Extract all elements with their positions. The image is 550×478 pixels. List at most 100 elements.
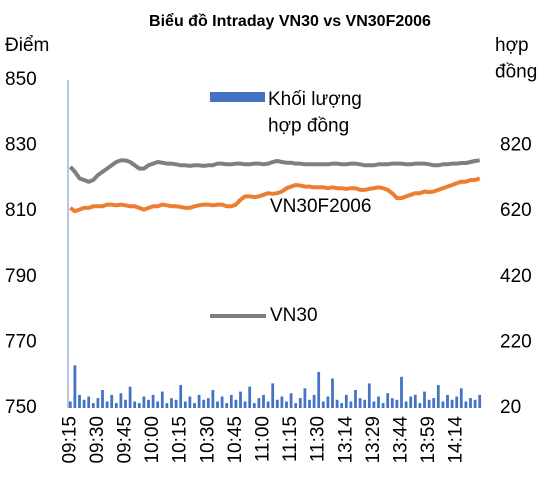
volume-bar	[68, 401, 72, 408]
volume-bar	[211, 389, 215, 408]
volume-bar	[331, 378, 334, 408]
y-axis-label: Điểm	[5, 35, 49, 56]
x-tick-label: 10:45	[225, 416, 246, 464]
x-tick-label: 10:00	[142, 416, 163, 464]
volume-bar	[321, 401, 325, 408]
volume-bar	[317, 371, 321, 408]
volume-bar	[243, 401, 247, 408]
volume-bar	[91, 403, 95, 408]
volume-bar	[386, 393, 390, 408]
volume-bar	[303, 388, 307, 408]
volume-bar	[280, 396, 284, 408]
x-tick-label: 14:14	[446, 416, 467, 464]
volume-bar	[381, 403, 385, 408]
volume-bar	[197, 394, 201, 408]
volume-bar	[114, 403, 118, 408]
y-tick-label: 850	[5, 69, 37, 90]
volume-bar	[124, 399, 127, 408]
volume-bar	[110, 394, 114, 408]
volume-bar	[312, 394, 316, 408]
x-tick-label: 11:00	[253, 416, 274, 462]
y-tick-label: 810	[5, 200, 37, 221]
x-tick-label: 10:15	[170, 416, 191, 464]
volume-bar	[377, 396, 380, 408]
volume-bar	[335, 399, 339, 408]
volume-bar	[446, 394, 449, 408]
y-tick-label: 830	[5, 135, 37, 156]
volume-bar	[395, 399, 399, 408]
volume-bar	[275, 399, 279, 408]
x-tick-label: 10:30	[197, 416, 218, 464]
volume-bar	[358, 398, 362, 408]
volume-bar	[340, 403, 344, 408]
volume-bar	[400, 376, 403, 408]
volume-bar	[174, 399, 178, 408]
volume-bar	[372, 401, 376, 408]
x-tick-label: 13:44	[391, 416, 412, 464]
volume-bar	[252, 403, 256, 408]
volume-bar	[225, 403, 229, 408]
volume-bar	[294, 403, 298, 408]
x-tick-label: 13:29	[363, 416, 384, 464]
x-tick-label: 09:15	[59, 416, 80, 464]
legend-swatch	[210, 92, 265, 102]
y2-axis-label: hợp đồng	[495, 35, 537, 83]
volume-bar	[183, 401, 187, 408]
volume-bar	[133, 401, 137, 408]
volume-bar	[326, 396, 330, 408]
x-tick-label: 09:30	[87, 416, 108, 464]
volume-bar	[78, 394, 81, 408]
y2-tick-label: 820	[500, 135, 532, 156]
volume-bar	[308, 399, 311, 408]
volume-bar	[289, 393, 293, 408]
volume-bar	[271, 383, 275, 408]
volume-bar	[96, 398, 100, 408]
y2-tick-label: 620	[500, 200, 532, 221]
y2-tick-label: 20	[500, 397, 521, 418]
y-tick-label: 790	[5, 266, 37, 287]
volume-bar	[170, 398, 173, 408]
volume-bar	[432, 398, 436, 408]
volume-bar	[137, 403, 141, 408]
volume-bar	[105, 401, 109, 408]
x-tick-label: 11:15	[280, 416, 301, 462]
series-line	[68, 158, 480, 184]
volume-bar	[459, 388, 463, 408]
volume-bar	[423, 391, 426, 408]
volume-bar	[239, 391, 242, 408]
volume-bar	[216, 401, 219, 408]
volume-bar	[220, 396, 224, 408]
volume-bar	[367, 383, 371, 408]
volume-bar	[464, 401, 468, 408]
x-tick-label: 09:45	[115, 416, 136, 464]
volume-bar	[413, 394, 417, 408]
volume-bar	[128, 386, 132, 408]
volume-bar	[354, 389, 357, 408]
volume-bar	[101, 389, 104, 408]
volume-bar	[363, 399, 367, 408]
volume-bar	[349, 401, 353, 408]
volume-bar	[234, 399, 238, 408]
volume-bar	[193, 403, 196, 408]
volume-bar	[450, 399, 454, 408]
volume-bar	[73, 365, 77, 408]
x-tick-label: 11:30	[308, 416, 329, 462]
legend-label: VN30	[270, 305, 318, 326]
volume-bar	[119, 393, 123, 408]
volume-bar	[229, 394, 233, 408]
volume-bar	[390, 398, 394, 408]
volume-bar	[165, 403, 169, 408]
volume-bar	[262, 394, 265, 408]
volume-bar	[469, 398, 472, 408]
volume-bar	[418, 403, 422, 408]
volume-bar	[188, 396, 192, 408]
volume-bar	[147, 399, 150, 408]
volume-bar	[298, 398, 302, 408]
volume-bar	[478, 394, 482, 408]
volume-bar	[257, 398, 261, 408]
volume-bar	[404, 401, 408, 408]
legend-label: Khối lượng hợp đồng	[268, 89, 362, 137]
volume-bar	[344, 394, 348, 408]
volume-bar	[179, 385, 183, 408]
